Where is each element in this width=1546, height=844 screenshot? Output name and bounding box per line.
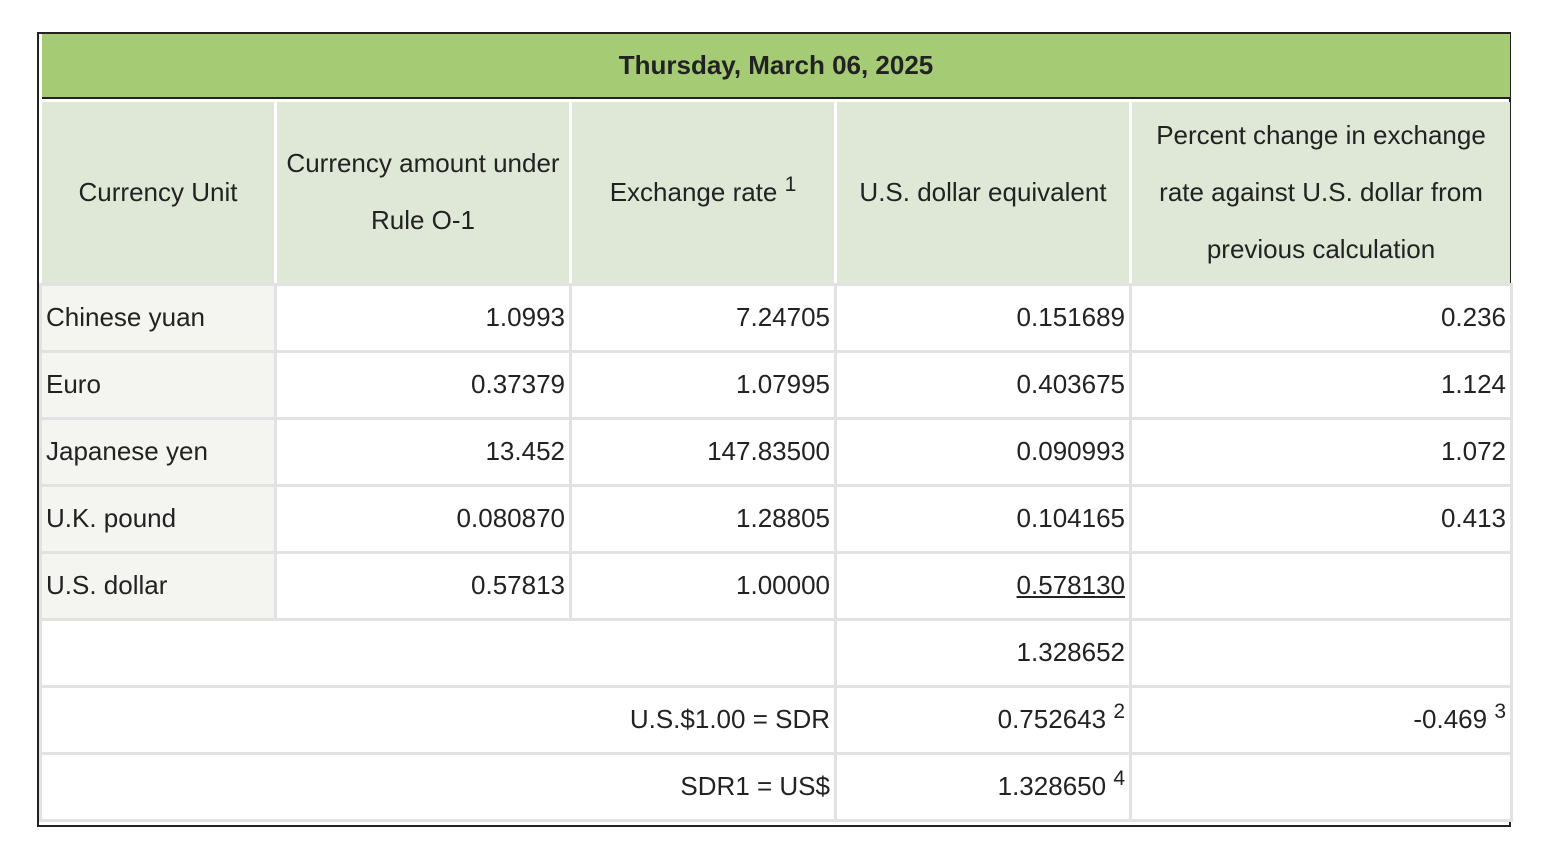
percent-change — [1132, 553, 1511, 618]
table-date-title: Thursday, March 06, 2025 — [42, 34, 1511, 100]
percent-change: 1.072 — [1132, 419, 1511, 484]
currency-unit: Euro — [42, 352, 274, 417]
usd-to-sdr-value: 0.752643 — [997, 704, 1107, 735]
total-label-spacer — [42, 620, 834, 685]
percent-change: 1.124 — [1132, 352, 1511, 417]
total-row: 1.328652 — [42, 620, 1511, 685]
currency-amount: 1.0993 — [277, 285, 569, 350]
table-row: Euro 0.37379 1.07995 0.403675 1.124 — [42, 352, 1511, 417]
sdr-to-usd-spacer — [1132, 754, 1511, 819]
footnote-marker: 3 — [1494, 700, 1507, 724]
currency-amount: 13.452 — [277, 419, 569, 484]
sdr-to-usd-value: 1.328650 — [997, 771, 1107, 802]
table-row: U.K. pound 0.080870 1.28805 0.104165 0.4… — [42, 486, 1511, 551]
currency-unit: Japanese yen — [42, 419, 274, 484]
usd-to-sdr-pct-cell: -0.469 3 — [1132, 687, 1511, 752]
currency-unit: U.K. pound — [42, 486, 274, 551]
footnote-marker: 1 — [784, 172, 797, 196]
exchange-rate: 1.28805 — [572, 486, 834, 551]
table-row: Chinese yuan 1.0993 7.24705 0.151689 0.2… — [42, 285, 1511, 350]
header-exchange-rate: Exchange rate 1 — [572, 102, 834, 283]
exchange-rate: 1.07995 — [572, 352, 834, 417]
footnote-marker: 4 — [1113, 767, 1125, 791]
sdr-to-usd-row: SDR1 = US$ 1.328650 4 — [42, 754, 1511, 819]
sdr-valuation-table-frame: Thursday, March 06, 2025 Currency Unit C… — [37, 32, 1511, 827]
usd-to-sdr-value-cell: 0.752643 2 — [837, 687, 1129, 752]
sdr-to-usd-value-cell: 1.328650 4 — [837, 754, 1129, 819]
header-currency-amount: Currency amount under Rule O-1 — [277, 102, 569, 283]
usd-equivalent-underlined: 0.578130 — [1016, 570, 1125, 601]
usd-to-sdr-pct: -0.469 — [1413, 704, 1488, 735]
table-row: Japanese yen 13.452 147.83500 0.090993 1… — [42, 419, 1511, 484]
usd-equivalent: 0.090993 — [837, 419, 1129, 484]
percent-change: 0.236 — [1132, 285, 1511, 350]
currency-amount: 0.37379 — [277, 352, 569, 417]
currency-unit: U.S. dollar — [42, 553, 274, 618]
total-spacer — [1132, 620, 1511, 685]
usd-to-sdr-label: U.S.$1.00 = SDR — [42, 687, 834, 752]
total-usd-equivalent: 1.328652 — [837, 620, 1129, 685]
usd-equivalent: 0.403675 — [837, 352, 1129, 417]
currency-unit: Chinese yuan — [42, 285, 274, 350]
sdr-to-usd-label: SDR1 = US$ — [42, 754, 834, 819]
currency-amount: 0.57813 — [277, 553, 569, 618]
usd-to-sdr-row: U.S.$1.00 = SDR 0.752643 2 -0.469 3 — [42, 687, 1511, 752]
header-currency-unit: Currency Unit — [42, 102, 274, 283]
usd-equivalent: 0.104165 — [837, 486, 1129, 551]
exchange-rate: 147.83500 — [572, 419, 834, 484]
percent-change: 0.413 — [1132, 486, 1511, 551]
usd-equivalent: 0.151689 — [837, 285, 1129, 350]
currency-amount: 0.080870 — [277, 486, 569, 551]
sdr-valuation-table: Thursday, March 06, 2025 Currency Unit C… — [39, 31, 1513, 822]
exchange-rate: 1.00000 — [572, 553, 834, 618]
usd-equivalent: 0.578130 — [837, 553, 1129, 618]
header-usd-equivalent: U.S. dollar equivalent — [837, 102, 1129, 283]
header-percent-change: Percent change in exchange rate against … — [1132, 102, 1511, 283]
exchange-rate: 7.24705 — [572, 285, 834, 350]
footnote-marker: 2 — [1113, 700, 1125, 724]
table-row: U.S. dollar 0.57813 1.00000 0.578130 — [42, 553, 1511, 618]
header-exchange-rate-label: Exchange rate — [609, 176, 778, 207]
